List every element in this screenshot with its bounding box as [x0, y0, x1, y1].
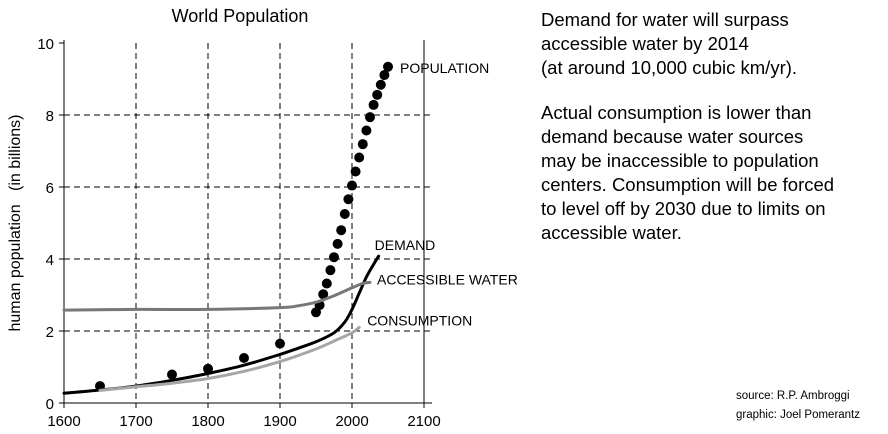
population-point	[365, 112, 375, 123]
y-tick-label: 4	[46, 252, 54, 269]
population-point	[325, 265, 336, 276]
population-point	[167, 369, 177, 380]
note-line: Actual consumption is lower than	[541, 102, 812, 123]
population-point	[347, 180, 357, 191]
population-point	[343, 194, 354, 205]
graphic-credit: graphic: Joel Pomerantz	[736, 409, 861, 421]
population-point	[354, 152, 365, 163]
population-point	[357, 139, 368, 150]
population-point	[239, 353, 249, 363]
population-point	[379, 70, 390, 81]
population-point	[375, 79, 386, 90]
note-line: may be inaccessible to population	[541, 150, 819, 171]
y-axis-label: human population (in billions)	[7, 114, 24, 331]
note-line: demand because water sources	[541, 126, 804, 147]
population-point	[318, 289, 329, 300]
chart-title: World Population	[172, 6, 309, 26]
population-point	[361, 125, 372, 136]
note-line: accessible water.	[541, 222, 682, 243]
note-line: Demand for water will surpass	[541, 9, 789, 30]
note-line: accessible water by 2014	[541, 33, 749, 54]
x-tick-label: 1900	[263, 413, 296, 430]
y-tick-label: 10	[37, 36, 54, 53]
population-point	[336, 225, 347, 236]
source-credit: source: R.P. Ambroggi	[736, 390, 850, 402]
population-point	[275, 338, 285, 349]
accessible-water-line	[62, 280, 372, 312]
population-label: POPULATION	[400, 60, 489, 76]
demand-label: DEMAND	[375, 237, 436, 253]
x-tick-label: 2100	[407, 413, 440, 430]
population-point	[372, 89, 383, 100]
population-point	[329, 252, 339, 263]
y-tick-label: 0	[46, 396, 54, 413]
population-point	[339, 209, 350, 219]
note-line: to level off by 2030 due to limits on	[541, 198, 826, 219]
x-tick-label: 1600	[47, 413, 80, 430]
note-line: (at around 10,000 cubic km/yr).	[541, 57, 798, 78]
y-tick-label: 6	[46, 180, 54, 197]
demand-line	[62, 254, 381, 395]
population-point	[368, 99, 379, 110]
note-line: centers. Consumption will be forced	[541, 174, 835, 195]
accessible-water-label: ACCESSIBLE WATER	[377, 271, 518, 287]
consumption-label: CONSUMPTION	[367, 312, 472, 328]
y-tick-label: 8	[46, 108, 54, 125]
population-point	[332, 238, 343, 249]
y-tick-label: 2	[46, 324, 54, 341]
x-tick-label: 2000	[335, 413, 368, 430]
population-point	[321, 278, 332, 289]
x-tick-label: 1700	[119, 413, 152, 430]
consumption-line	[98, 325, 361, 392]
population-point	[383, 61, 393, 72]
x-tick-label: 1800	[191, 413, 224, 430]
population-point	[203, 363, 213, 374]
population-point	[350, 166, 361, 177]
annotation-text: Demand for water will surpass accessible…	[541, 8, 834, 245]
